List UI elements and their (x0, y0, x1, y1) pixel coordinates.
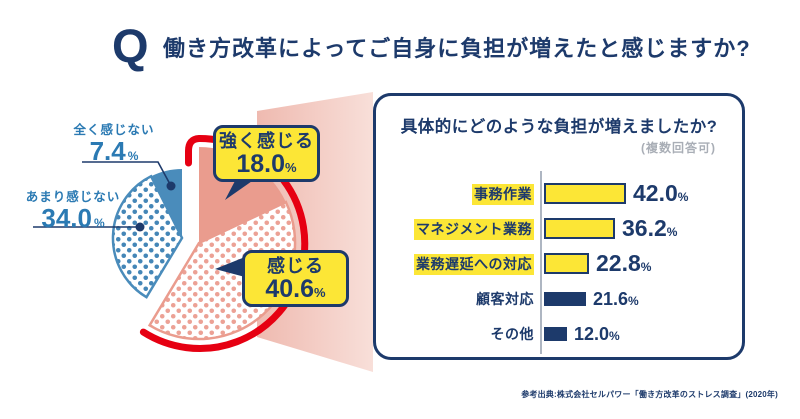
callout-strong-value: 18.0% (236, 149, 297, 178)
callout-feel-value: 40.6% (265, 274, 326, 303)
callout-feel: 感じる 40.6% (242, 250, 349, 307)
bar-label: 業務遅延への対応 (376, 253, 534, 275)
question-q-icon: Q (112, 19, 149, 72)
pie-label-none: 全く感じない 7.4% (54, 119, 174, 165)
callout-feel-label: 感じる (267, 256, 324, 276)
bar-chart-subtitle: (複数回答可) (641, 141, 716, 155)
bar-row: その他 12.0% (376, 316, 742, 351)
bar-row: 事務作業 42.0% (376, 176, 742, 211)
bar-chart-panel: 具体的にどのような負担が増えましたか? (複数回答可) 事務作業 42.0% マネジ… (373, 93, 745, 360)
pie-label-notmuch-text: あまり感じない (25, 190, 121, 204)
leader-dot-none (166, 181, 176, 191)
callout-pointer-strong (225, 179, 255, 200)
bar (544, 291, 586, 306)
callout-pointer-feel (215, 257, 245, 277)
pie-label-notmuch: あまり感じない 34.0% (2, 186, 144, 232)
bar-label: 事務作業 (376, 183, 534, 205)
bar-label: マネジメント業務 (376, 218, 534, 240)
bar-chart-title: 具体的にどのような負担が増えましたか? (400, 118, 718, 136)
callout-strong: 強く感じる 18.0% (213, 125, 320, 182)
page-title: 働き方改革によってご自身に負担が増えたと感じますか? (163, 36, 751, 61)
callout-strong-label: 強く感じる (219, 131, 314, 151)
bar-row: 業務遅延への対応 22.8% (376, 246, 742, 281)
leader-dot-notmuch (135, 222, 145, 232)
red-highlight-arc (139, 134, 309, 352)
bar-row: 顧客対応 21.6% (376, 281, 742, 316)
bar-value: 21.6% (593, 288, 639, 309)
pie-slice-blue-dotted (111, 174, 184, 299)
source-citation: 参考出典:株式会社セルパワー「働き方改革のストレス調査」(2020年) (521, 390, 778, 399)
bar-label: その他 (490, 325, 534, 342)
pie-label-notmuch-value: 34.0% (41, 203, 105, 233)
bar-row: マネジメント業務 36.2% (376, 211, 742, 246)
pie-label-none-value: 7.4% (89, 136, 139, 166)
bar (544, 218, 615, 239)
pie-label-none-text: 全く感じない (73, 123, 155, 137)
bar (544, 253, 589, 274)
bar-value: 22.8% (596, 250, 652, 276)
bar-axis-line (540, 171, 542, 354)
leader-line-none (82, 161, 172, 187)
bar-rows: 事務作業 42.0% マネジメント業務 36.2% 業務遅延への対応 22.8% 顧客対応 2… (376, 171, 742, 354)
bar-value: 12.0% (574, 323, 620, 344)
bar-label: 顧客対応 (476, 290, 534, 307)
bar-value: 42.0% (633, 180, 689, 206)
bar (544, 326, 567, 341)
bar-value: 36.2% (622, 215, 678, 241)
bar (544, 183, 626, 204)
